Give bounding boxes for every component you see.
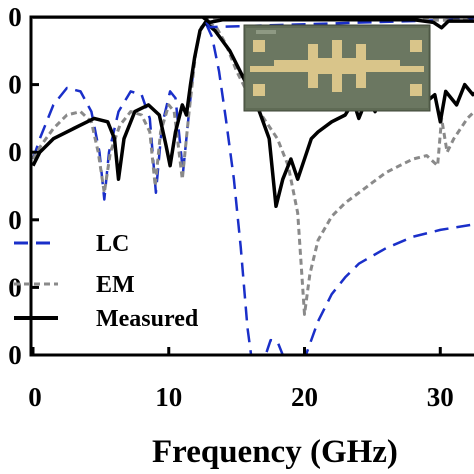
- x-tick-label: 10: [155, 382, 182, 412]
- series-line-3: [33, 17, 474, 29]
- y-tick-label: 0: [8, 2, 22, 32]
- y-tick-label: 0: [8, 340, 22, 370]
- x-tick-label: 0: [28, 382, 42, 412]
- legend-entry-measured: Measured: [14, 306, 199, 332]
- y-tick-label: 0: [8, 205, 22, 235]
- series-line-0: [31, 21, 474, 355]
- y-tick-label: 0: [8, 137, 22, 167]
- legend: LC EM Measured: [14, 231, 199, 332]
- inset-photo: [243, 24, 431, 112]
- y-tick-label: 0: [8, 70, 22, 100]
- x-axis-title: Frequency (GHz): [152, 434, 398, 470]
- series-line-1: [31, 20, 474, 316]
- legend-label-lc: LC: [96, 231, 129, 257]
- series-line-5: [33, 17, 474, 30]
- y-ticks: 0 0 0 0 0 0: [8, 2, 39, 370]
- plot-frame: [29, 15, 474, 357]
- x-tick-label: 20: [291, 382, 318, 412]
- legend-entry-lc: LC: [14, 231, 129, 257]
- legend-label-em: EM: [96, 272, 135, 298]
- legend-label-measured: Measured: [96, 306, 199, 332]
- legend-entry-em: EM: [14, 272, 135, 298]
- x-tick-label: 30: [427, 382, 454, 412]
- x-ticks: 0 10 20 30: [28, 347, 454, 412]
- y-tick-label: 0: [8, 272, 22, 302]
